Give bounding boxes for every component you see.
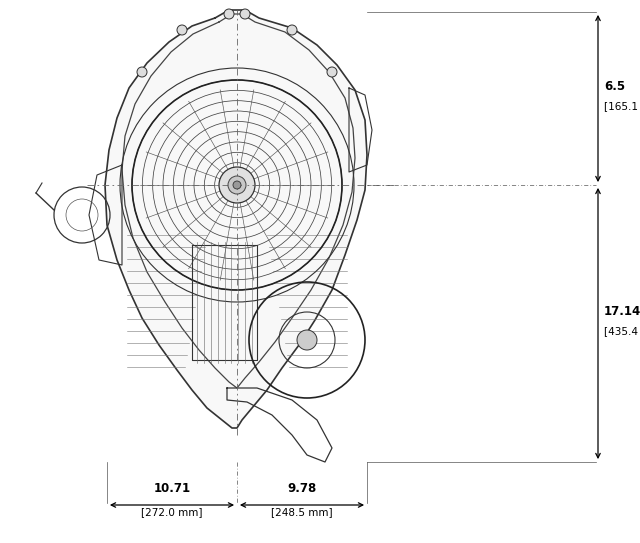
Text: [165.1 mm]: [165.1 mm] <box>604 102 640 111</box>
Circle shape <box>287 25 297 35</box>
Circle shape <box>219 167 255 203</box>
Text: 6.5: 6.5 <box>604 80 625 93</box>
Text: [435.4 mm]: [435.4 mm] <box>604 326 640 337</box>
Text: 17.14: 17.14 <box>604 305 640 318</box>
Text: 9.78: 9.78 <box>287 483 317 496</box>
Circle shape <box>224 9 234 19</box>
Circle shape <box>228 176 246 194</box>
Circle shape <box>327 67 337 77</box>
Circle shape <box>233 181 241 189</box>
Polygon shape <box>105 10 367 428</box>
Circle shape <box>177 25 187 35</box>
Circle shape <box>297 330 317 350</box>
Text: 10.71: 10.71 <box>154 483 191 496</box>
Circle shape <box>137 67 147 77</box>
Circle shape <box>240 9 250 19</box>
Text: [248.5 mm]: [248.5 mm] <box>271 507 333 517</box>
Text: [272.0 mm]: [272.0 mm] <box>141 507 203 517</box>
